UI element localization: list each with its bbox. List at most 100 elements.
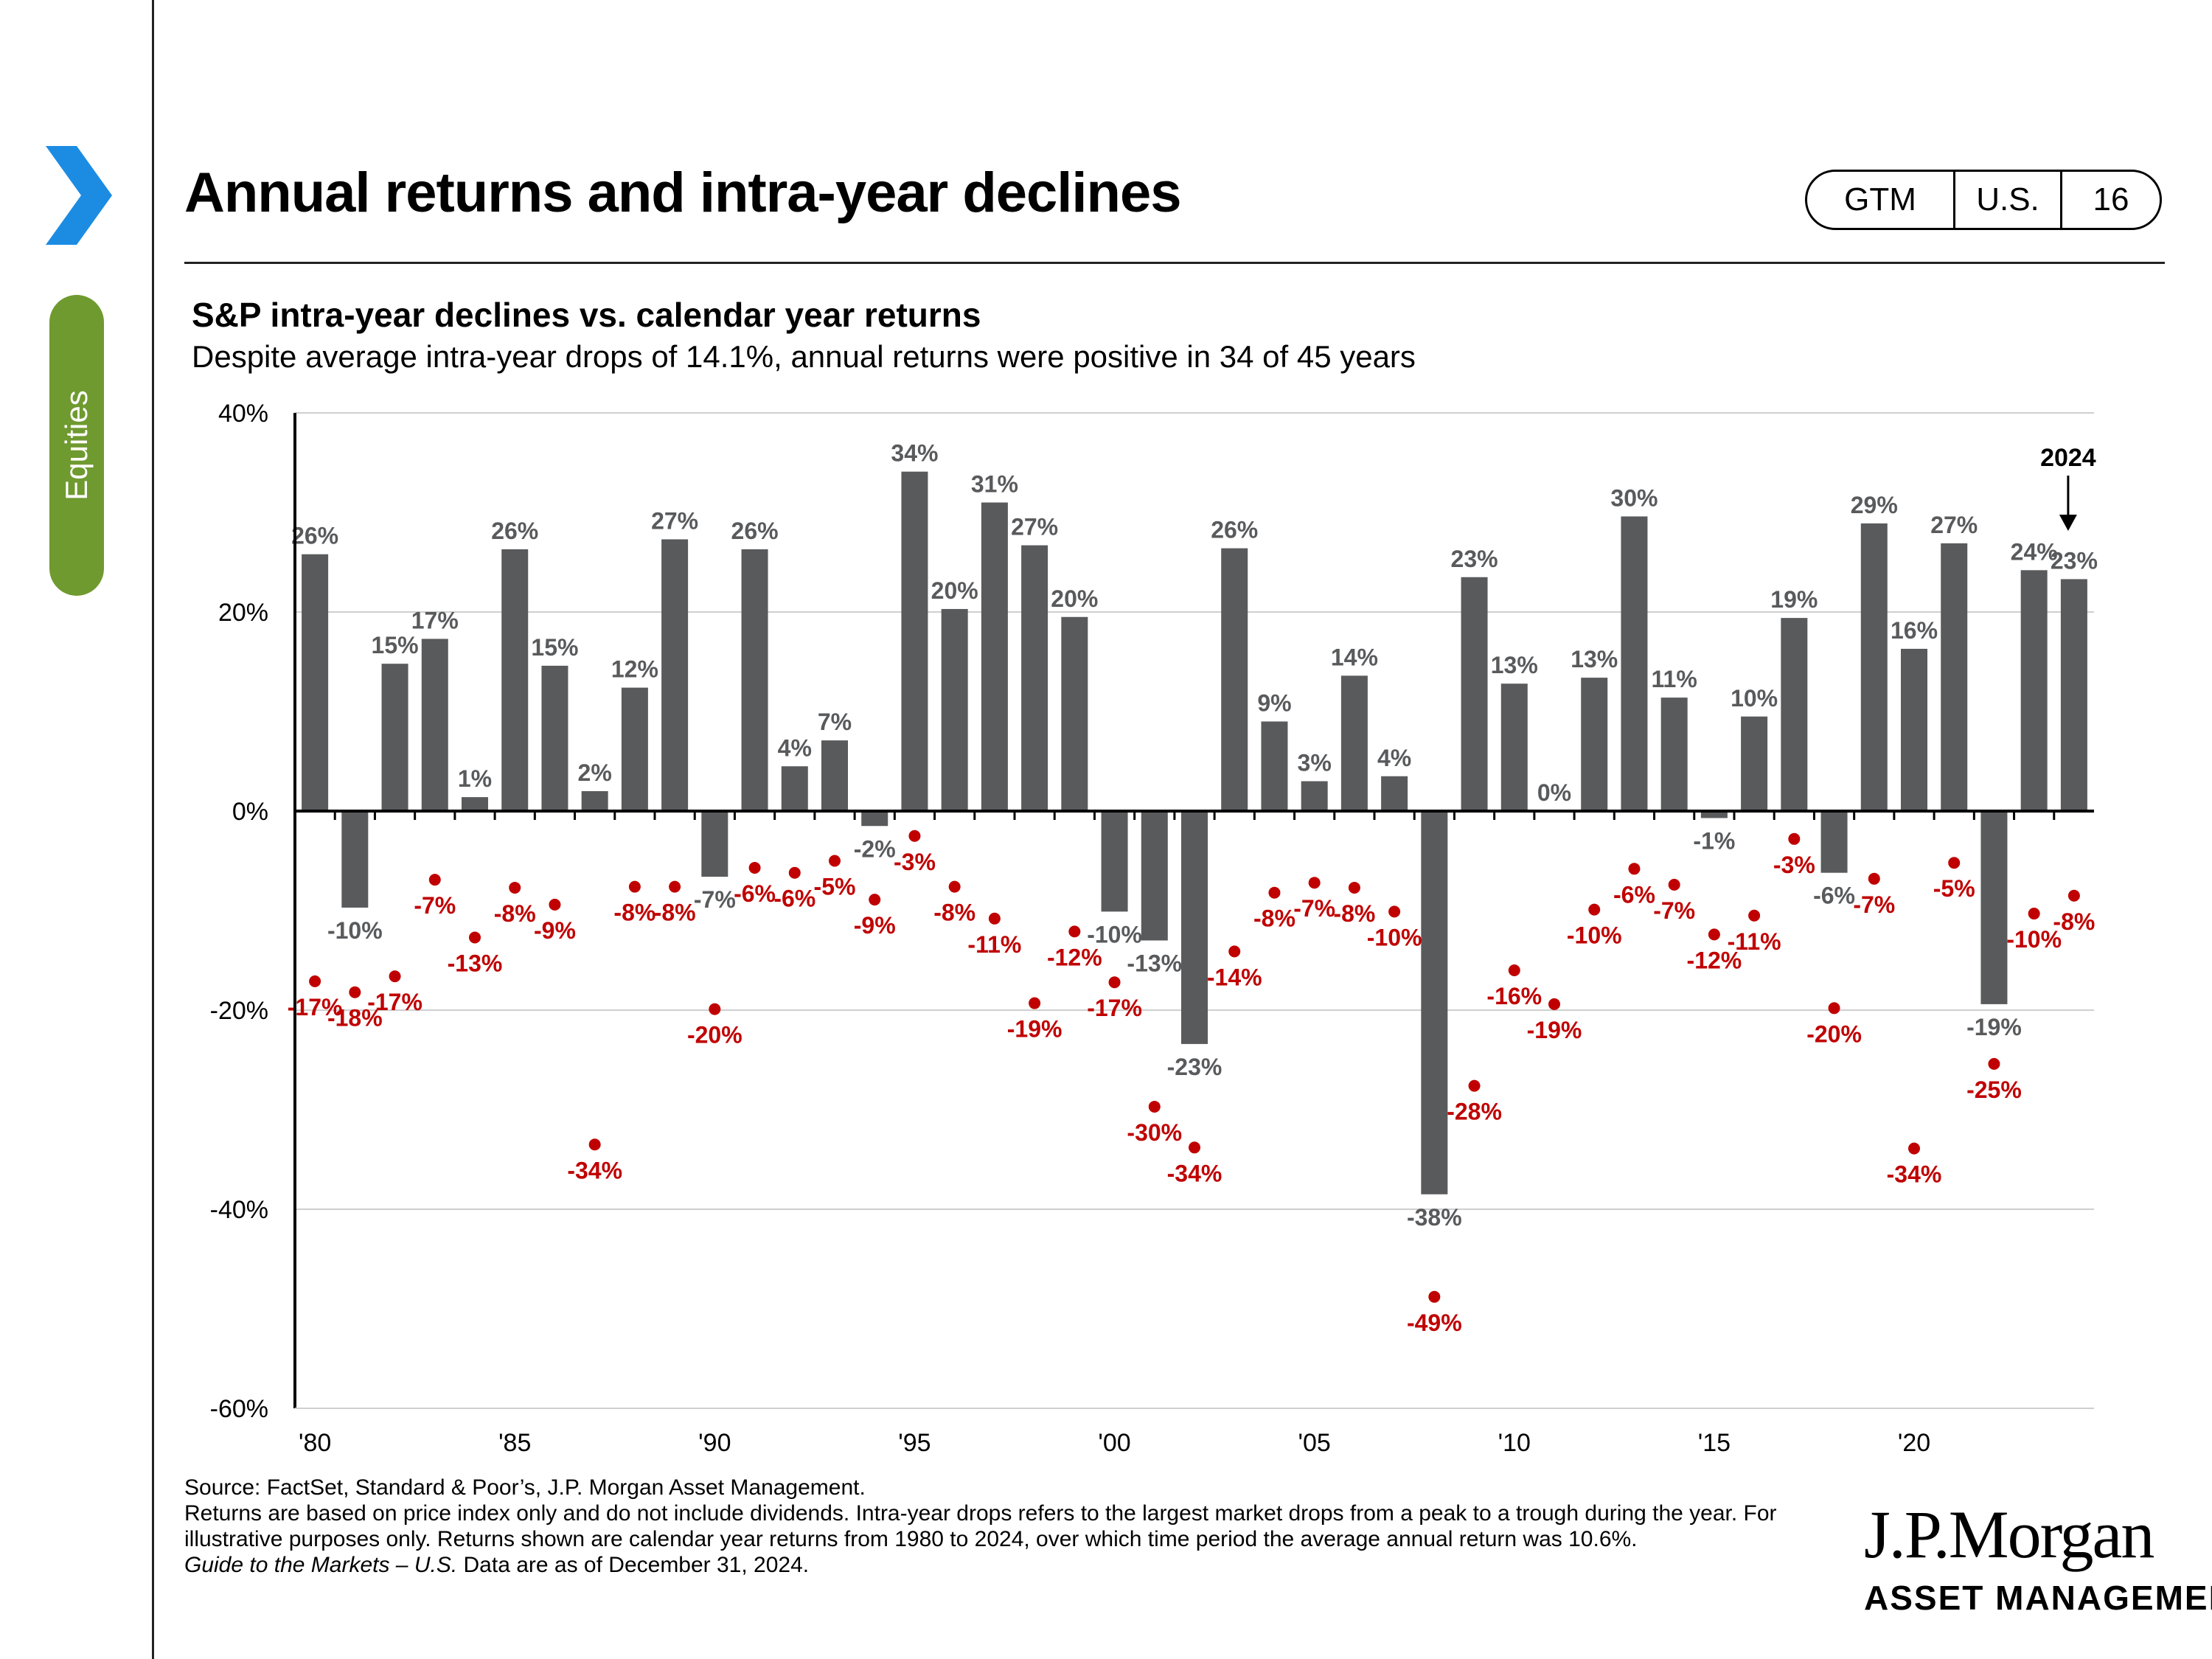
bar-label: 12% xyxy=(611,656,658,683)
decline-label: -10% xyxy=(2006,926,2062,953)
decline-label: -3% xyxy=(894,849,936,875)
bar xyxy=(381,664,408,811)
bar xyxy=(1181,811,1208,1044)
bar-label: 16% xyxy=(1891,617,1938,644)
bar xyxy=(781,766,808,811)
bar xyxy=(1941,543,1968,811)
decline-point xyxy=(1908,1142,1920,1155)
decline-point xyxy=(1228,945,1241,958)
decline-point xyxy=(389,970,401,983)
decline-label: -11% xyxy=(967,931,1021,958)
bar xyxy=(1021,545,1048,811)
bar-label: 0% xyxy=(1537,779,1571,806)
bar-label: 29% xyxy=(1851,492,1898,518)
decline-point xyxy=(748,861,761,874)
decline-point xyxy=(428,874,441,886)
bar-label: 27% xyxy=(1011,514,1058,540)
jpmorgan-logo: J.P.Morgan xyxy=(1864,1497,2154,1572)
decline-label: -30% xyxy=(1127,1119,1182,1146)
y-tick-label: -20% xyxy=(210,997,268,1025)
bar xyxy=(462,797,488,811)
page-badge: GTM U.S. 16 xyxy=(1805,170,2162,230)
badge-region: U.S. xyxy=(1955,172,2062,228)
decline-point xyxy=(1708,928,1720,941)
bar-label: -7% xyxy=(694,886,736,913)
bar-label: 2% xyxy=(578,759,612,786)
decline-label: -49% xyxy=(1407,1310,1462,1336)
decline-label: -8% xyxy=(494,900,536,927)
bar-label: -19% xyxy=(1966,1014,2022,1040)
bar-label: 7% xyxy=(818,709,852,735)
decline-point xyxy=(1068,925,1081,938)
title-divider xyxy=(184,262,2165,264)
decline-point xyxy=(1748,909,1761,922)
decline-label: -3% xyxy=(1773,852,1815,878)
decline-point xyxy=(2028,908,2040,920)
chevron-right-icon[interactable] xyxy=(38,140,119,251)
decline-point xyxy=(869,894,881,906)
decline-point xyxy=(988,912,1001,925)
bar xyxy=(1741,716,1768,811)
decline-point xyxy=(1788,832,1801,845)
decline-point xyxy=(349,986,361,998)
decline-point xyxy=(469,931,481,944)
decline-point xyxy=(1988,1057,2000,1070)
footnote: Source: FactSet, Standard & Poor’s, J.P.… xyxy=(184,1475,1821,1578)
badge-gtm: GTM xyxy=(1807,172,1955,228)
decline-label: -9% xyxy=(854,912,896,939)
bar-label: -13% xyxy=(1127,950,1182,977)
bar xyxy=(1221,548,1248,811)
bar xyxy=(701,811,728,877)
bar-label: 14% xyxy=(1331,644,1378,670)
bar xyxy=(861,811,888,827)
decline-point xyxy=(1868,872,1880,885)
bar-label: 23% xyxy=(1451,546,1498,572)
decline-point xyxy=(788,866,801,879)
chart-title: S&P intra-year declines vs. calendar yea… xyxy=(192,296,981,334)
bar xyxy=(1061,616,1088,811)
decline-label: -19% xyxy=(1527,1017,1582,1043)
decline-label: -28% xyxy=(1447,1099,1502,1125)
decline-point xyxy=(908,830,921,842)
bar xyxy=(821,740,848,811)
bar-label: 34% xyxy=(891,440,938,467)
decline-label: -8% xyxy=(1253,905,1295,932)
bar xyxy=(1461,577,1488,811)
decline-label: -7% xyxy=(1653,897,1695,924)
decline-label: -16% xyxy=(1486,983,1542,1009)
decline-label: -17% xyxy=(367,989,422,1015)
bar xyxy=(2020,570,2048,811)
bar xyxy=(1261,721,1288,811)
decline-label: -11% xyxy=(1728,928,1781,955)
bar-label: 4% xyxy=(1377,745,1411,771)
returns-chart: 40%20%0%-20%-40%-60%26%-10%15%17%1%26%15… xyxy=(210,400,2098,1457)
bar-label: -38% xyxy=(1407,1204,1462,1231)
decline-point xyxy=(1628,863,1641,875)
bar xyxy=(661,539,689,811)
bar xyxy=(1621,516,1648,811)
decline-point xyxy=(829,855,841,867)
footnote-guide-title: Guide to the Markets – U.S. xyxy=(184,1553,458,1577)
bar-label: 20% xyxy=(1051,585,1098,612)
bar-label: 3% xyxy=(1298,750,1332,776)
decline-point xyxy=(948,880,961,893)
decline-label: -5% xyxy=(814,874,856,900)
bar xyxy=(541,665,568,811)
decline-label: -7% xyxy=(1853,891,1895,918)
bar xyxy=(1301,781,1328,811)
decline-point xyxy=(509,881,521,894)
bar xyxy=(1781,618,1808,811)
decline-point xyxy=(1588,903,1601,916)
bar xyxy=(1421,811,1448,1194)
decline-point xyxy=(1348,881,1360,894)
bar-label: 26% xyxy=(1211,517,1258,543)
bar-label: 26% xyxy=(731,518,779,544)
bar xyxy=(1700,811,1728,818)
decline-label: -34% xyxy=(567,1157,622,1183)
bar-label: 19% xyxy=(1770,586,1818,613)
chart-subtitle: Despite average intra-year drops of 14.1… xyxy=(192,339,1416,374)
section-tab-equities[interactable]: Equities xyxy=(49,295,104,596)
decline-label: -7% xyxy=(1293,895,1335,922)
bar xyxy=(1581,678,1608,811)
decline-point xyxy=(1189,1141,1200,1154)
